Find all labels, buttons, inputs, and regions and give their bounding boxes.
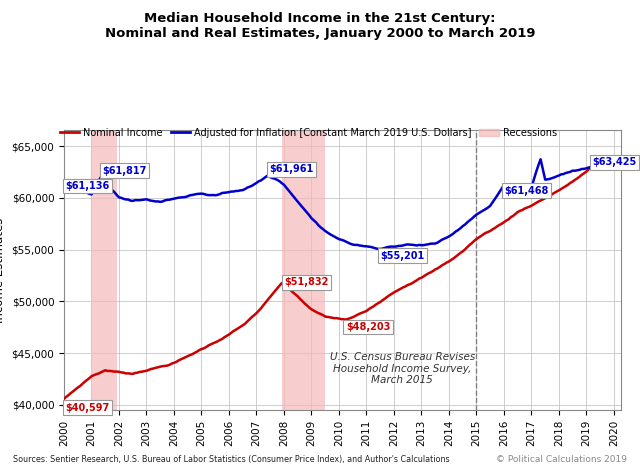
Text: © Political Calculations 2019: © Political Calculations 2019 — [496, 455, 627, 464]
Bar — [92, 130, 116, 410]
Text: $55,201: $55,201 — [380, 251, 424, 260]
Bar — [282, 130, 325, 410]
Y-axis label: Income Estimates: Income Estimates — [0, 218, 6, 323]
Text: U.S. Census Bureau Revises
Household Income Survey,
March 2015: U.S. Census Bureau Revises Household Inc… — [330, 352, 475, 385]
Text: Median Household Income in the 21st Century:
Nominal and Real Estimates, January: Median Household Income in the 21st Cent… — [105, 12, 535, 40]
Text: $61,136: $61,136 — [65, 181, 109, 191]
Text: Sources: Sentier Research, U.S. Bureau of Labor Statistics (Consumer Price Index: Sources: Sentier Research, U.S. Bureau o… — [13, 455, 449, 464]
Text: $51,832: $51,832 — [285, 277, 329, 288]
Text: $40,597: $40,597 — [65, 403, 109, 413]
Text: $61,961: $61,961 — [269, 164, 314, 174]
Legend: Nominal Income, Adjusted for Inflation [Constant March 2019 U.S. Dollars], Reces: Nominal Income, Adjusted for Inflation [… — [56, 123, 561, 142]
Text: $61,817: $61,817 — [102, 166, 147, 176]
Text: $48,203: $48,203 — [346, 322, 390, 332]
Text: $63,425: $63,425 — [593, 158, 637, 167]
Text: $61,468: $61,468 — [504, 185, 548, 196]
